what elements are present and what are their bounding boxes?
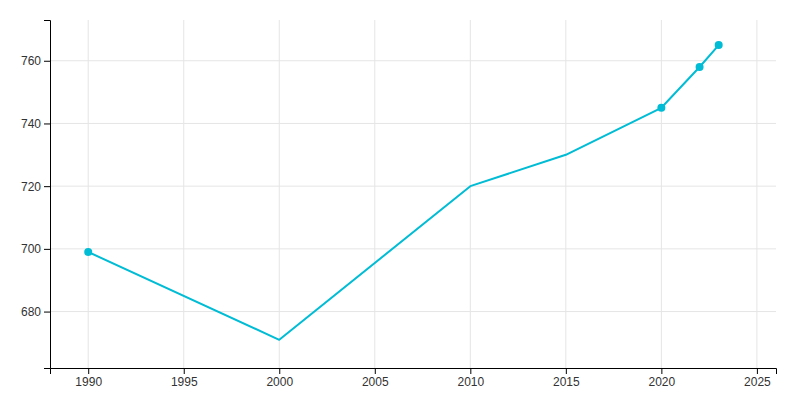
tick-label: 740 bbox=[21, 117, 41, 131]
tick-mark bbox=[184, 368, 185, 374]
grid-line bbox=[88, 20, 89, 368]
tick-label: 2015 bbox=[553, 375, 580, 389]
tick: 760 bbox=[21, 54, 50, 68]
grid-line bbox=[661, 20, 662, 368]
tick-mark bbox=[44, 249, 50, 250]
grid-line bbox=[50, 123, 776, 124]
tick: 720 bbox=[21, 180, 50, 194]
grid-line bbox=[50, 60, 776, 61]
x-axis: 1990 1995 2000 2005 2010 2015 2020 2025 bbox=[51, 368, 777, 389]
tick-label: 760 bbox=[21, 54, 41, 68]
tick: 2020 bbox=[649, 368, 676, 389]
tick-mark bbox=[44, 61, 50, 62]
grid-line bbox=[50, 248, 776, 249]
tick-label: 1995 bbox=[171, 375, 198, 389]
tick-mark bbox=[757, 368, 758, 374]
y-axis: 680 700 720 740 760 bbox=[21, 21, 51, 369]
tick: 2005 bbox=[362, 368, 389, 389]
tick-mark bbox=[44, 186, 50, 187]
plot: 1990 1995 2000 2005 2010 2015 2020 2025 680 700 72… bbox=[21, 20, 777, 389]
tick-label: 2000 bbox=[266, 375, 293, 389]
tick-mark bbox=[661, 368, 662, 374]
marks bbox=[84, 41, 722, 340]
marker bbox=[696, 63, 704, 71]
tick-label: 1990 bbox=[75, 375, 102, 389]
tick-mark bbox=[470, 368, 471, 374]
grid-line bbox=[470, 20, 471, 368]
tick-mark bbox=[88, 368, 89, 374]
chart: 1990 1995 2000 2005 2010 2015 2020 2025 680 700 72… bbox=[0, 0, 800, 400]
tick: 2025 bbox=[744, 368, 771, 389]
grid-line bbox=[374, 20, 375, 368]
tick: 2000 bbox=[266, 368, 293, 389]
marker bbox=[657, 104, 665, 112]
marker bbox=[84, 248, 92, 256]
tick: 700 bbox=[21, 242, 50, 256]
tick: 740 bbox=[21, 117, 50, 131]
tick-label: 2020 bbox=[649, 375, 676, 389]
grid-line bbox=[756, 20, 757, 368]
tick: 680 bbox=[21, 305, 50, 319]
tick-mark bbox=[44, 312, 50, 313]
marker bbox=[715, 41, 723, 49]
axis-line bbox=[44, 21, 51, 369]
tick: 1995 bbox=[171, 368, 198, 389]
grid-line bbox=[183, 20, 184, 368]
grid bbox=[50, 20, 776, 368]
grid-line bbox=[565, 20, 566, 368]
tick: 2010 bbox=[457, 368, 484, 389]
grid-line bbox=[279, 20, 280, 368]
tick-label: 720 bbox=[21, 180, 41, 194]
line bbox=[88, 45, 718, 340]
tick-mark bbox=[44, 123, 50, 124]
tick: 2015 bbox=[553, 368, 580, 389]
tick-mark bbox=[566, 368, 567, 374]
tick-label: 2025 bbox=[744, 375, 771, 389]
tick-label: 700 bbox=[21, 242, 41, 256]
tick-mark bbox=[279, 368, 280, 374]
axis-line bbox=[51, 369, 777, 375]
grid-line bbox=[50, 311, 776, 312]
tick-label: 680 bbox=[21, 305, 41, 319]
tick-label: 2005 bbox=[362, 375, 389, 389]
tick-label: 2010 bbox=[457, 375, 484, 389]
grid-line bbox=[50, 186, 776, 187]
tick-mark bbox=[375, 368, 376, 374]
tick: 1990 bbox=[75, 368, 102, 389]
